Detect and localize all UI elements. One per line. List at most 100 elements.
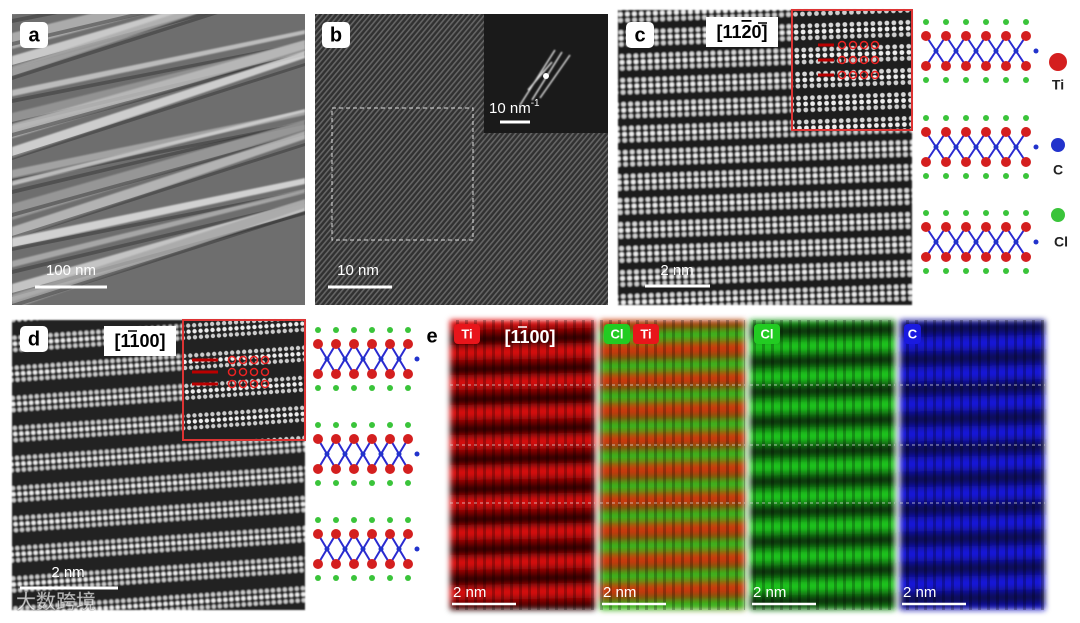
atom-ti bbox=[961, 252, 971, 262]
atom-ti bbox=[238, 379, 248, 389]
panel-label-a: a bbox=[20, 22, 48, 48]
atom-cl bbox=[333, 327, 339, 333]
streak bbox=[12, 190, 305, 251]
atom-cl bbox=[351, 480, 357, 486]
atom-ti bbox=[870, 55, 880, 65]
atom-ti bbox=[981, 127, 991, 137]
atom-ti bbox=[941, 252, 951, 262]
element-tag bbox=[604, 324, 630, 344]
atom-c bbox=[993, 48, 999, 54]
streak bbox=[12, 63, 305, 160]
atom-ti bbox=[981, 222, 991, 232]
panel-label-e: e bbox=[426, 325, 437, 347]
atom-ti bbox=[227, 367, 237, 377]
atom-cl bbox=[943, 173, 949, 179]
label: a bbox=[28, 24, 40, 46]
streak bbox=[12, 14, 197, 77]
streak bbox=[12, 122, 305, 183]
label: b bbox=[330, 24, 342, 46]
atom-ti bbox=[981, 252, 991, 262]
atom-c bbox=[360, 451, 366, 457]
atom-ti bbox=[403, 559, 413, 569]
atom-cl bbox=[1003, 19, 1009, 25]
element-tag bbox=[633, 324, 659, 344]
atom-ti bbox=[1021, 127, 1031, 137]
atom-ti bbox=[1001, 31, 1011, 41]
element-tag-label: Cl bbox=[611, 326, 624, 341]
atom-ti bbox=[349, 559, 359, 569]
atom-c bbox=[360, 356, 366, 362]
atom-cl bbox=[983, 77, 989, 83]
inset-scale-label: 10 nm-1 bbox=[489, 98, 540, 117]
atom-ti bbox=[837, 55, 847, 65]
atom-ti bbox=[249, 367, 259, 377]
atom-cl bbox=[963, 77, 969, 83]
map-texture bbox=[750, 320, 895, 610]
atom-cl bbox=[315, 480, 321, 486]
atom-ti bbox=[981, 31, 991, 41]
atom-cl bbox=[963, 19, 969, 25]
atom-c bbox=[933, 144, 939, 150]
streak bbox=[12, 131, 305, 240]
atom-ti bbox=[961, 157, 971, 167]
atom-c bbox=[342, 546, 348, 552]
atom-cl bbox=[369, 422, 375, 428]
atom-cl bbox=[405, 517, 411, 523]
atom-c bbox=[1033, 48, 1039, 54]
atom-cl bbox=[923, 268, 929, 274]
atom-ti bbox=[331, 369, 341, 379]
atom-cl bbox=[369, 575, 375, 581]
scale-bar-label: 2 nm bbox=[51, 564, 84, 581]
atom-ti bbox=[1001, 252, 1011, 262]
atom-ti bbox=[367, 369, 377, 379]
atom-cl bbox=[1003, 77, 1009, 83]
atom-cl bbox=[405, 327, 411, 333]
streak bbox=[12, 201, 305, 274]
atom-c bbox=[378, 451, 384, 457]
atom-ti bbox=[837, 40, 847, 50]
legend-swatch bbox=[1051, 138, 1065, 152]
streak bbox=[12, 14, 218, 80]
atom-cl bbox=[387, 422, 393, 428]
atom-cl bbox=[943, 115, 949, 121]
panel-label-b: b bbox=[322, 22, 350, 48]
atom-cl bbox=[369, 385, 375, 391]
panel-c-image bbox=[618, 9, 913, 305]
atom-cl bbox=[923, 19, 929, 25]
atom-ti bbox=[349, 529, 359, 539]
atom-ti bbox=[941, 31, 951, 41]
atom-c bbox=[1013, 239, 1019, 245]
atom-ti bbox=[238, 367, 248, 377]
zone-axis-box bbox=[104, 326, 176, 356]
scale-bar-label: 2 nm bbox=[903, 584, 936, 601]
atom-c bbox=[973, 144, 979, 150]
atom-cl bbox=[387, 327, 393, 333]
element-tag-label: Ti bbox=[640, 326, 651, 341]
atom-c bbox=[396, 546, 402, 552]
atom-ti bbox=[331, 559, 341, 569]
atom-ti bbox=[848, 40, 858, 50]
zone-part: 0] bbox=[752, 22, 768, 42]
atom-ti bbox=[981, 157, 991, 167]
atom-c bbox=[953, 144, 959, 150]
atom-ti bbox=[331, 434, 341, 444]
atom-cl bbox=[369, 327, 375, 333]
atom-cl bbox=[387, 385, 393, 391]
atom-ti bbox=[941, 157, 951, 167]
atom-ti bbox=[385, 529, 395, 539]
atom-ti bbox=[870, 40, 880, 50]
element-tag bbox=[754, 324, 780, 344]
legend-label: Cl bbox=[1054, 234, 1068, 250]
atom-ti bbox=[313, 369, 323, 379]
atom-cl bbox=[1003, 115, 1009, 121]
element-tag bbox=[904, 324, 921, 344]
atom-c bbox=[993, 144, 999, 150]
atom-cl bbox=[943, 268, 949, 274]
scale-bar-label: 100 nm bbox=[46, 262, 96, 279]
atom-cl bbox=[351, 385, 357, 391]
atom-ti bbox=[961, 127, 971, 137]
zone-part: 1 bbox=[129, 331, 139, 351]
zone-part: [11 bbox=[716, 22, 741, 42]
scale-bar-label: 2 nm bbox=[453, 584, 486, 601]
atom-cl bbox=[369, 480, 375, 486]
